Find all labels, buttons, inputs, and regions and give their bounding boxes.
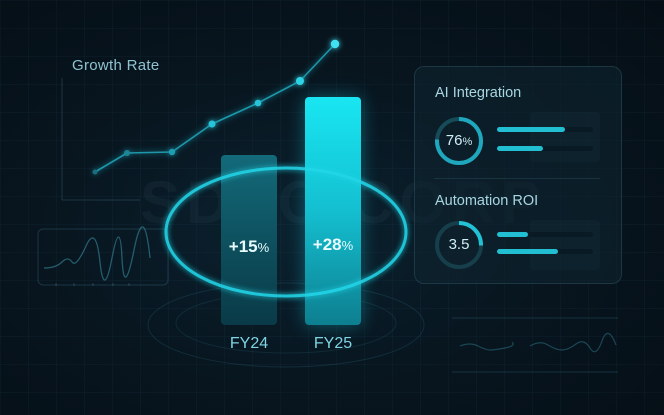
category-fy25: FY25: [313, 335, 353, 352]
ghost-panel: [530, 112, 600, 162]
ai-integration-title: AI Integration: [435, 85, 522, 101]
glow-ring: [164, 166, 408, 298]
growth-line-series: [92, 39, 340, 175]
roi-bar-2-fill: [497, 249, 558, 254]
bar-fy24-value-unit: %: [257, 240, 270, 255]
bar-fy24-value-number: +15: [228, 237, 258, 256]
bar-fy24-value: +15%: [221, 237, 277, 257]
roi-bar-1-fill: [497, 232, 528, 237]
mini-sparkline-card: [37, 226, 169, 286]
ai-integration-value-number: 76: [445, 132, 463, 149]
ai-bar-1: [497, 127, 593, 132]
ai-integration-value-unit: %: [462, 136, 473, 148]
roi-bar-1: [497, 232, 593, 237]
bar-fy25-value-unit: %: [341, 238, 354, 253]
ai-bar-2-fill: [497, 146, 543, 151]
bottom-sparkline: [452, 317, 618, 373]
ai-integration-gauge: [435, 117, 483, 165]
automation-roi-gauge: [435, 221, 483, 269]
growth-axis-frame: [61, 78, 140, 201]
roi-bar-2: [497, 249, 593, 254]
ghost-panel: [530, 220, 600, 270]
automation-roi-title: Automation ROI: [435, 193, 539, 209]
ai-bar-2: [497, 146, 593, 151]
platform-rings: [147, 282, 425, 368]
ai-integration-value: 76%: [435, 132, 483, 149]
automation-roi-value: 3.5: [448, 236, 470, 253]
bar-fy25-value-number: +28: [312, 235, 342, 254]
kpi-divider: [434, 178, 600, 179]
category-fy24: FY24: [229, 335, 269, 352]
bar-fy25-value: +28%: [305, 235, 361, 255]
kpi-card: [414, 66, 622, 284]
growth-rate-title: Growth Rate: [72, 57, 160, 74]
ai-bar-1-fill: [497, 127, 565, 132]
